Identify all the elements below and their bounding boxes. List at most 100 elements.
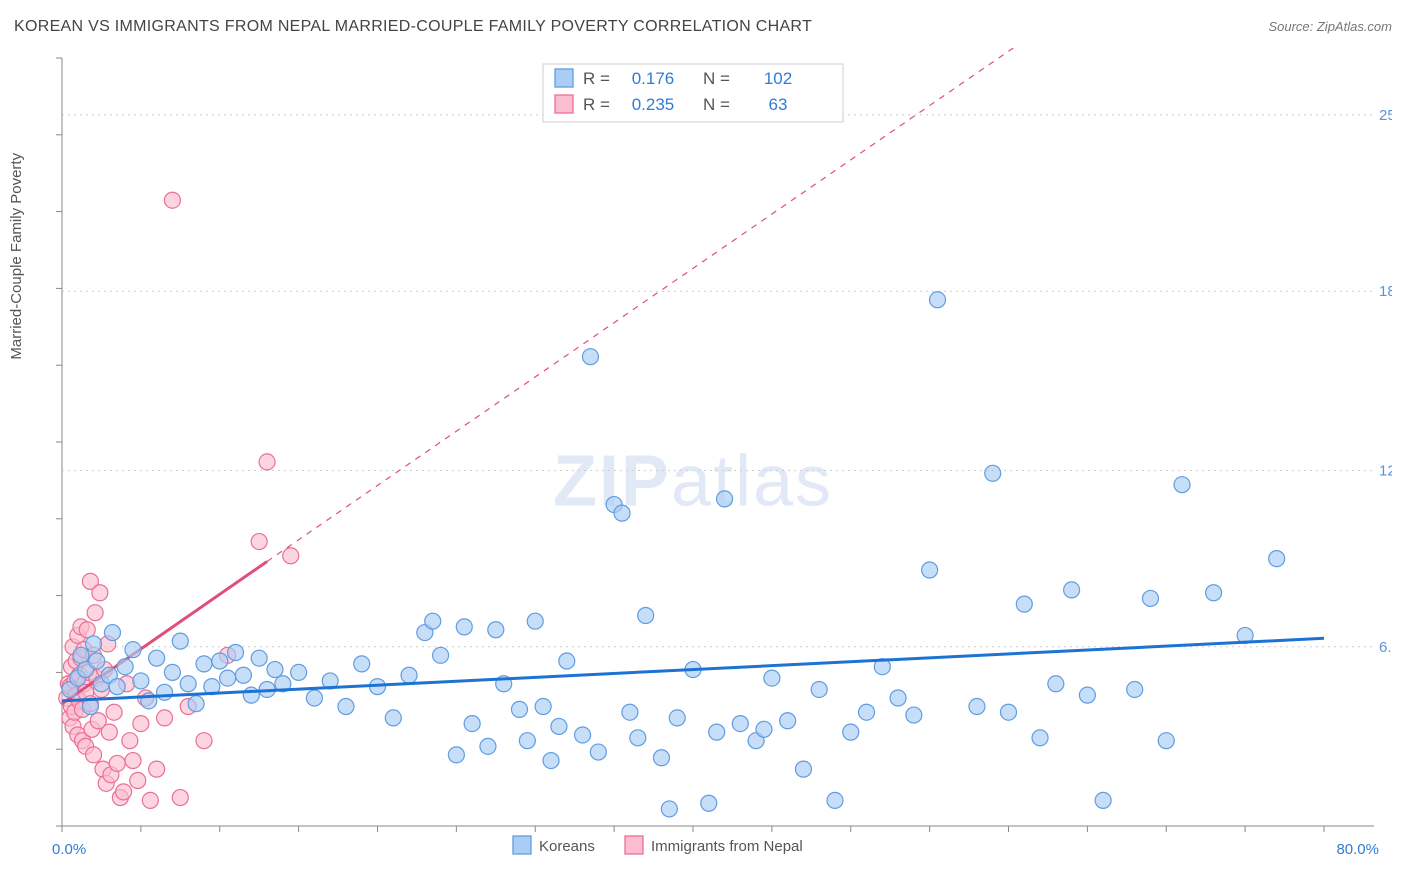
korean-point xyxy=(235,667,251,683)
korean-point xyxy=(1095,792,1111,808)
svg-text:0.176: 0.176 xyxy=(632,69,675,88)
nepal-point xyxy=(142,792,158,808)
korean-point xyxy=(172,633,188,649)
korean-point xyxy=(622,704,638,720)
korean-point xyxy=(228,644,244,660)
nepal-point xyxy=(92,585,108,601)
korean-point xyxy=(1206,585,1222,601)
legend-swatch xyxy=(555,69,573,87)
korean-point xyxy=(117,659,133,675)
nepal-point xyxy=(149,761,165,777)
korean-point xyxy=(1142,590,1158,606)
korean-point xyxy=(795,761,811,777)
korean-point xyxy=(291,664,307,680)
svg-text:R =: R = xyxy=(583,69,610,88)
korean-point xyxy=(756,721,772,737)
korean-point xyxy=(251,650,267,666)
korean-point xyxy=(73,647,89,663)
korean-point xyxy=(764,670,780,686)
korean-point xyxy=(614,505,630,521)
nepal-point xyxy=(106,704,122,720)
korean-point xyxy=(922,562,938,578)
korean-point xyxy=(630,730,646,746)
nepal-point xyxy=(109,755,125,771)
korean-point xyxy=(133,673,149,689)
korean-point xyxy=(575,727,591,743)
chart-area: Married-Couple Family Poverty 6.3%12.5%1… xyxy=(14,48,1392,878)
y-tick-label: 6.3% xyxy=(1379,639,1392,656)
korean-point xyxy=(425,613,441,629)
korean-point xyxy=(354,656,370,672)
nepal-point xyxy=(101,724,117,740)
y-tick-label: 18.8% xyxy=(1379,283,1392,300)
korean-point xyxy=(306,690,322,706)
korean-point xyxy=(661,801,677,817)
korean-point xyxy=(859,704,875,720)
svg-text:R =: R = xyxy=(583,95,610,114)
nepal-point xyxy=(133,716,149,732)
korean-point xyxy=(709,724,725,740)
korean-point xyxy=(385,710,401,726)
korean-point xyxy=(456,619,472,635)
chart-header: KOREAN VS IMMIGRANTS FROM NEPAL MARRIED-… xyxy=(14,18,1392,36)
legend-swatch xyxy=(513,836,531,854)
korean-point xyxy=(488,622,504,638)
korean-point xyxy=(1174,477,1190,493)
korean-point xyxy=(1048,676,1064,692)
svg-text:N =: N = xyxy=(703,69,730,88)
legend-label: Koreans xyxy=(539,838,595,855)
korean-point xyxy=(638,608,654,624)
korean-point xyxy=(535,699,551,715)
korean-point xyxy=(125,642,141,658)
korean-point xyxy=(109,679,125,695)
korean-point xyxy=(243,687,259,703)
nepal-point xyxy=(116,784,132,800)
korean-point xyxy=(1127,681,1143,697)
chart-title: KOREAN VS IMMIGRANTS FROM NEPAL MARRIED-… xyxy=(14,18,812,36)
korean-point xyxy=(1016,596,1032,612)
korean-point xyxy=(969,699,985,715)
korean-point xyxy=(843,724,859,740)
nepal-point xyxy=(125,753,141,769)
korean-point xyxy=(906,707,922,723)
korean-point xyxy=(1079,687,1095,703)
legend-swatch xyxy=(625,836,643,854)
nepal-point xyxy=(283,548,299,564)
korean-point xyxy=(1269,551,1285,567)
korean-point xyxy=(551,718,567,734)
korean-point xyxy=(157,684,173,700)
korean-point xyxy=(338,699,354,715)
y-tick-label: 25.0% xyxy=(1379,107,1392,124)
x-max-label: 80.0% xyxy=(1336,841,1379,858)
korean-point xyxy=(590,744,606,760)
y-axis-label: Married-Couple Family Poverty xyxy=(8,153,25,360)
x-min-label: 0.0% xyxy=(52,841,86,858)
svg-text:0.235: 0.235 xyxy=(632,95,675,114)
scatter-chart: 6.3% 12.5% 18.8% 25.0% ZIPatlas R = 0.176 N = 10… xyxy=(14,48,1392,878)
legend-swatch xyxy=(555,95,573,113)
korean-point xyxy=(401,667,417,683)
korean-point xyxy=(104,625,120,641)
nepal-point xyxy=(157,710,173,726)
korean-point xyxy=(527,613,543,629)
korean-point xyxy=(827,792,843,808)
korean-point xyxy=(653,750,669,766)
korean-point xyxy=(1032,730,1048,746)
korean-point xyxy=(519,733,535,749)
nepal-point xyxy=(164,192,180,208)
nepal-point xyxy=(86,747,102,763)
korean-point xyxy=(582,349,598,365)
svg-text:N =: N = xyxy=(703,95,730,114)
korean-point xyxy=(149,650,165,666)
korean-point xyxy=(220,670,236,686)
nepal-point xyxy=(87,605,103,621)
watermark: ZIPatlas xyxy=(553,441,833,521)
korean-point xyxy=(930,292,946,308)
nepal-point xyxy=(122,733,138,749)
chart-source: Source: ZipAtlas.com xyxy=(1268,19,1392,34)
korean-point xyxy=(811,681,827,697)
svg-text:102: 102 xyxy=(764,69,792,88)
nepal-point xyxy=(172,790,188,806)
y-tick-label: 12.5% xyxy=(1379,462,1392,479)
nepal-point xyxy=(196,733,212,749)
